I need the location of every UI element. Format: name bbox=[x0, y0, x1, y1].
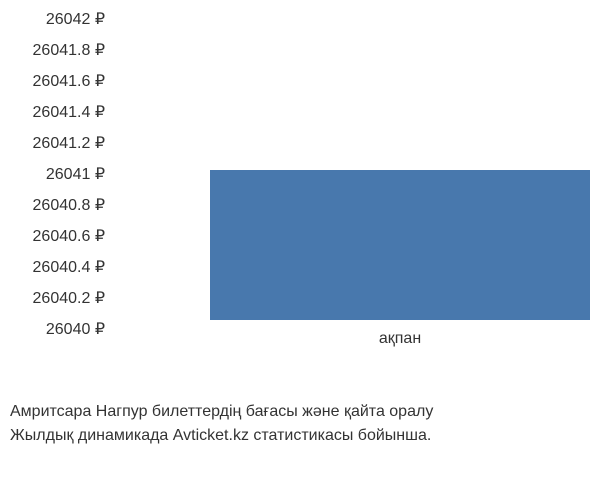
y-tick-label: 26041.6 ₽ bbox=[10, 74, 105, 90]
chart-caption: Амритсара Нагпур билеттердің бағасы және… bbox=[10, 400, 590, 448]
y-tick-label: 26040.8 ₽ bbox=[10, 198, 105, 214]
caption-line-1: Амритсара Нагпур билеттердің бағасы және… bbox=[10, 400, 590, 424]
x-axis: ақпан bbox=[115, 330, 590, 360]
y-tick-label: 26041.8 ₽ bbox=[10, 43, 105, 59]
y-tick-label: 26042 ₽ bbox=[10, 12, 105, 28]
plot-area bbox=[115, 20, 590, 320]
y-tick-label: 26040 ₽ bbox=[10, 322, 105, 338]
caption-line-2: Жылдық динамикада Avticket.kz статистика… bbox=[10, 424, 590, 448]
y-tick-label: 26041.2 ₽ bbox=[10, 136, 105, 152]
x-tick-label: ақпан bbox=[379, 330, 421, 348]
y-tick-label: 26040.6 ₽ bbox=[10, 229, 105, 245]
y-tick-label: 26041.4 ₽ bbox=[10, 105, 105, 121]
y-tick-label: 26040.4 ₽ bbox=[10, 260, 105, 276]
bar bbox=[210, 170, 590, 320]
y-tick-label: 26041 ₽ bbox=[10, 167, 105, 183]
chart-container: 26042 ₽ 26041.8 ₽ 26041.6 ₽ 26041.4 ₽ 26… bbox=[10, 20, 590, 360]
y-axis: 26042 ₽ 26041.8 ₽ 26041.6 ₽ 26041.4 ₽ 26… bbox=[10, 20, 110, 330]
y-tick-label: 26040.2 ₽ bbox=[10, 291, 105, 307]
